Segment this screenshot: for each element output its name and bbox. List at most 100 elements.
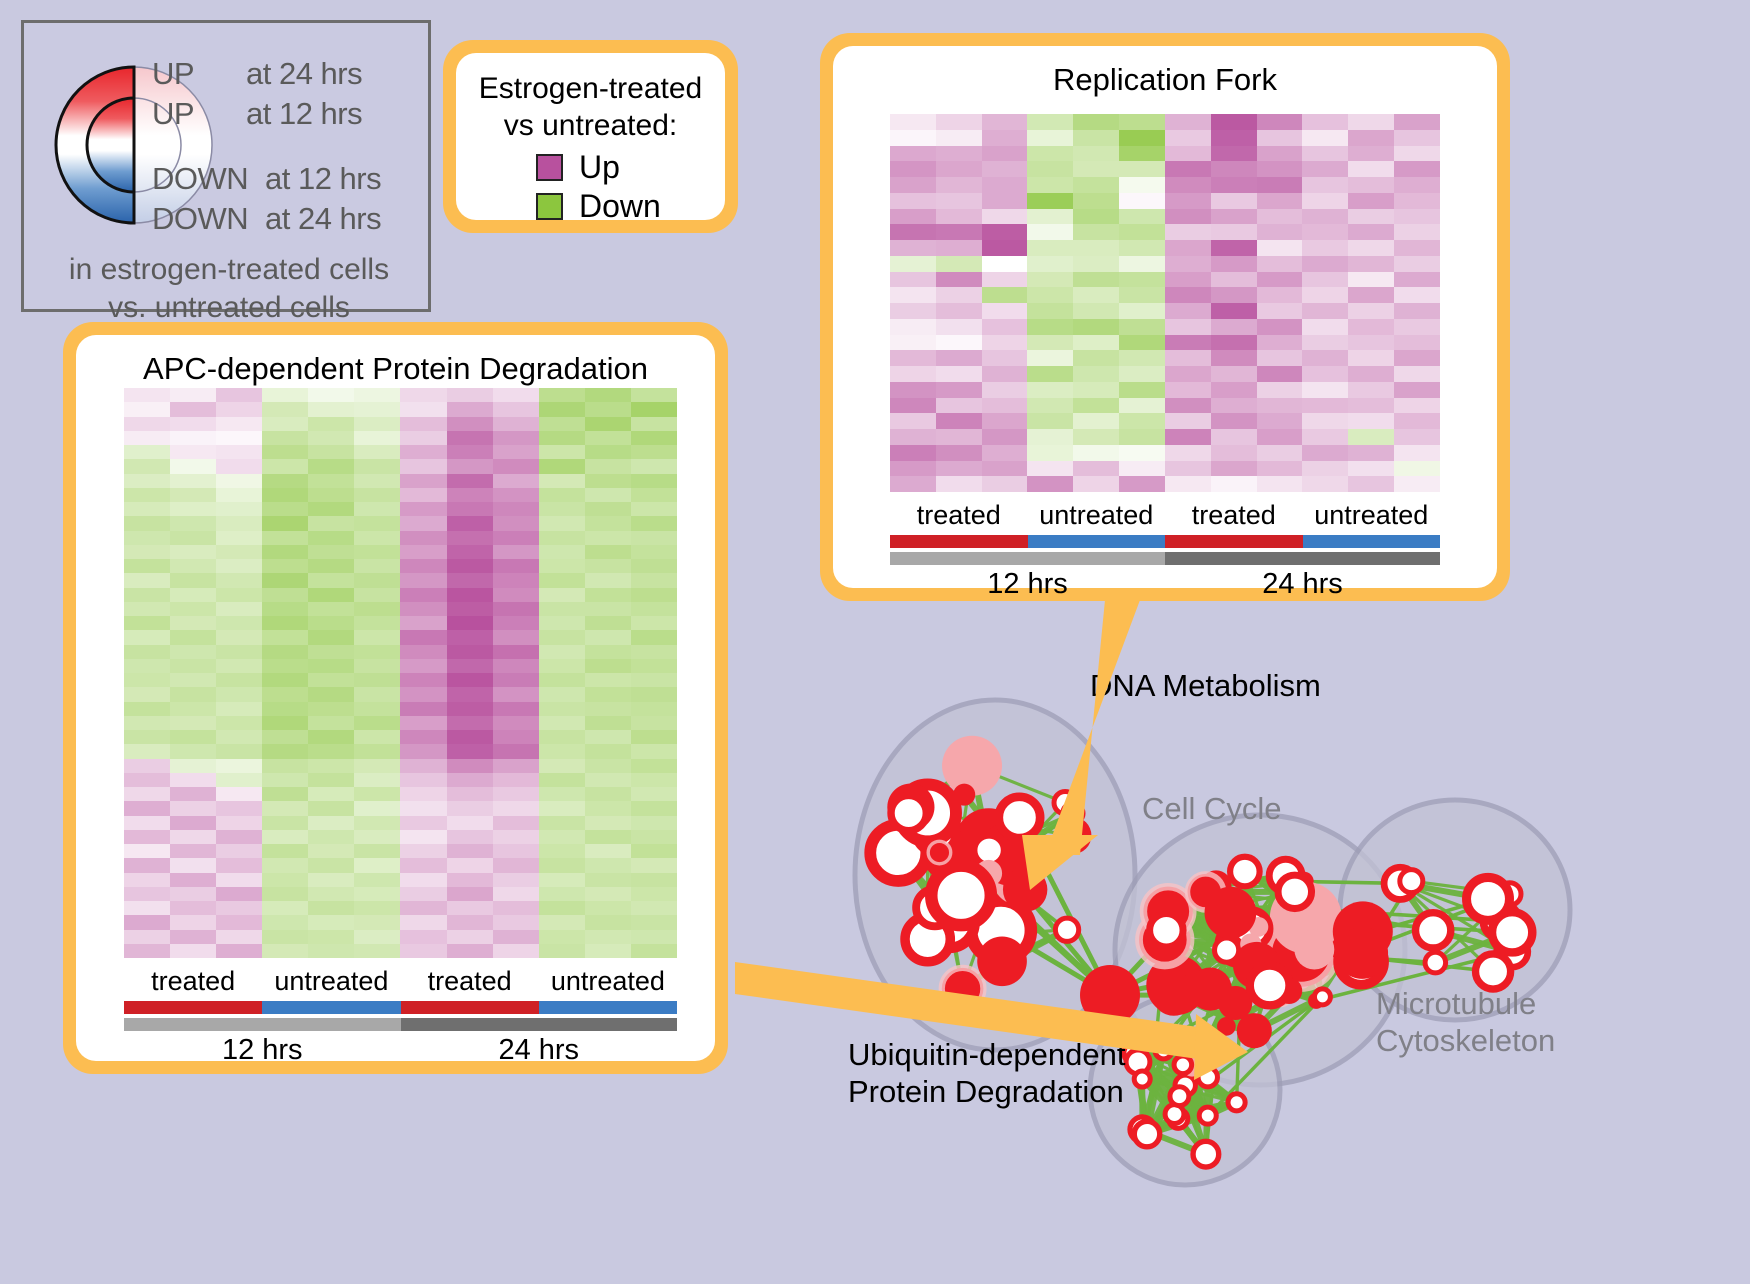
heatmap-cell xyxy=(170,873,216,887)
heatmap-cell xyxy=(1257,130,1303,146)
heatmap-cell xyxy=(890,319,936,335)
heatmap-cell xyxy=(447,516,493,530)
heatmap-cell xyxy=(1348,272,1394,288)
heatmap-cell xyxy=(1027,224,1073,240)
heatmap-cell xyxy=(1257,335,1303,351)
heatmap-cell xyxy=(216,573,262,587)
heatmap-cell xyxy=(400,716,446,730)
heatmap-cell xyxy=(1302,272,1348,288)
heatmap-cell xyxy=(447,673,493,687)
heatmap-cell xyxy=(216,873,262,887)
heatmap-cell xyxy=(400,402,446,416)
heatmap-cell xyxy=(493,944,539,958)
heatmap-cell xyxy=(982,130,1028,146)
heatmap-cell xyxy=(447,930,493,944)
heatmap-cell xyxy=(262,844,308,858)
heatmap-cell xyxy=(539,545,585,559)
heatmap-cell xyxy=(1302,445,1348,461)
heatmap-cell xyxy=(631,459,677,473)
heatmap-cell xyxy=(1257,209,1303,225)
heatmap-cell xyxy=(308,602,354,616)
heatmap-cell xyxy=(262,830,308,844)
heatmap-cell xyxy=(631,531,677,545)
treatment-label: treated xyxy=(124,966,262,997)
heatmap-cell xyxy=(308,559,354,573)
heatmap-cell xyxy=(539,830,585,844)
heatmap-cell xyxy=(631,887,677,901)
heatmap-cell xyxy=(585,930,631,944)
heatmap-cell xyxy=(447,915,493,929)
heatmap-cell xyxy=(216,801,262,815)
heatmap-cell xyxy=(262,787,308,801)
heatmap-cell xyxy=(400,659,446,673)
heatmap-cell xyxy=(539,531,585,545)
heatmap-cell xyxy=(354,417,400,431)
heatmap-cell xyxy=(447,744,493,758)
heatmap-cell xyxy=(1027,350,1073,366)
heatmap-cell xyxy=(539,901,585,915)
column-annotation-replication: treated untreated treated untreated 12 h xyxy=(890,500,1440,601)
time-label: 12 hrs xyxy=(890,568,1165,601)
heatmap-cell xyxy=(216,488,262,502)
heatmap-cell xyxy=(631,716,677,730)
heatmap-cell xyxy=(262,445,308,459)
panel-replication-fork: Replication Fork treated untreated treat… xyxy=(820,33,1510,601)
heatmap-cell xyxy=(1211,413,1257,429)
heatmap-cell xyxy=(1211,398,1257,414)
heatmap-cell xyxy=(262,858,308,872)
network-node xyxy=(1205,887,1257,939)
heatmap-cell xyxy=(308,388,354,402)
heatmap-cell xyxy=(124,687,170,701)
heatmap-cell xyxy=(354,887,400,901)
heatmap-cell xyxy=(1211,461,1257,477)
heatmap-cell xyxy=(354,901,400,915)
heatmap-cell xyxy=(124,816,170,830)
heatmap-cell xyxy=(308,616,354,630)
heatmap-cell xyxy=(1302,130,1348,146)
heatmap-cell xyxy=(982,335,1028,351)
heatmap-cell xyxy=(354,388,400,402)
heatmap-cell xyxy=(124,659,170,673)
heatmap-cell xyxy=(936,461,982,477)
heatmap-cell xyxy=(1348,461,1394,477)
heatmap-cell xyxy=(936,161,982,177)
heatmap-cell xyxy=(308,915,354,929)
network-node xyxy=(1060,801,1085,826)
heatmap-cell xyxy=(308,844,354,858)
heatmap-cell xyxy=(170,616,216,630)
heatmap-cell xyxy=(585,445,631,459)
heatmap-cell xyxy=(585,873,631,887)
heatmap-cell xyxy=(400,531,446,545)
heatmap-cell xyxy=(1119,240,1165,256)
heatmap-cell xyxy=(262,773,308,787)
heatmap-cell xyxy=(1257,413,1303,429)
heatmap-cell xyxy=(1165,476,1211,492)
heatmap-cell xyxy=(631,687,677,701)
heatmap-cell xyxy=(1119,398,1165,414)
wheel-time-12: at 12 hrs xyxy=(246,96,362,132)
heatmap-cell xyxy=(936,366,982,382)
heatmap-cell xyxy=(400,944,446,958)
heatmap-cell xyxy=(539,773,585,787)
treatment-bar-untreated xyxy=(539,1001,677,1014)
heatmap-cell xyxy=(124,545,170,559)
heatmap-cell xyxy=(1302,319,1348,335)
heatmap-cell xyxy=(1302,146,1348,162)
heatmap-cell xyxy=(982,476,1028,492)
treatment-bar-treated xyxy=(1165,535,1303,548)
heatmap-cell xyxy=(308,787,354,801)
heatmap-cell xyxy=(1027,161,1073,177)
heatmap-cell xyxy=(400,573,446,587)
heatmap-cell xyxy=(216,616,262,630)
heatmap-cell xyxy=(1302,398,1348,414)
heatmap-cell xyxy=(1211,209,1257,225)
heatmap-cell xyxy=(400,873,446,887)
heatmap-cell xyxy=(308,816,354,830)
heatmap-cell xyxy=(262,502,308,516)
heatmap-cell xyxy=(216,773,262,787)
heatmap-cell xyxy=(1211,445,1257,461)
heatmap-cell xyxy=(493,616,539,630)
heatmap-cell xyxy=(1119,461,1165,477)
heatmap-cell xyxy=(400,616,446,630)
